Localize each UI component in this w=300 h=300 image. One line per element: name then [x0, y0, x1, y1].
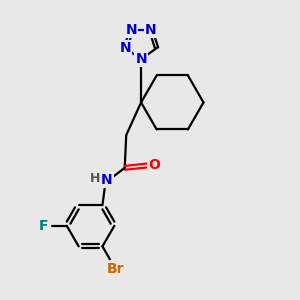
Text: N: N — [101, 173, 113, 187]
Text: O: O — [148, 158, 160, 172]
Text: H: H — [90, 172, 100, 185]
Text: N: N — [126, 23, 137, 37]
Text: N: N — [145, 23, 157, 37]
Text: Br: Br — [107, 262, 124, 276]
Text: N: N — [120, 41, 131, 55]
Text: F: F — [39, 219, 48, 233]
Text: N: N — [135, 52, 147, 66]
